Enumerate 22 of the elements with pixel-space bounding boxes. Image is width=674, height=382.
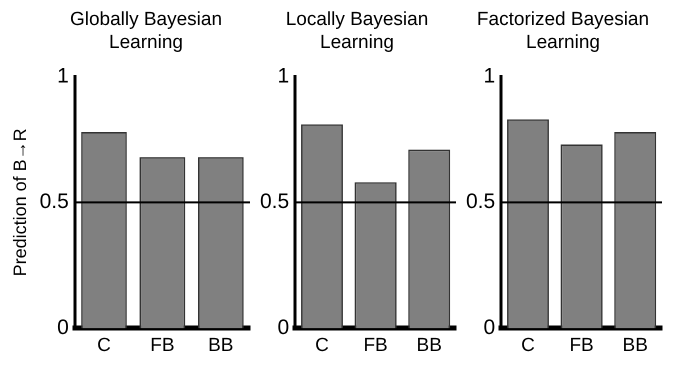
x-tick-label: FB [569, 334, 594, 356]
y-tick-label: 1 [278, 64, 290, 88]
chart-title: Globally Bayesian Learning [68, 8, 224, 55]
chart-title: Locally Bayesian Learning [284, 8, 430, 55]
x-tick-label: FB [150, 334, 175, 356]
chart-title: Factorized Bayesian Learning [476, 8, 650, 55]
x-tick-label: C [315, 334, 329, 356]
y-tick-label: 0 [278, 316, 290, 339]
y-tick-label: 1 [484, 64, 496, 88]
x-tick-label: C [97, 334, 111, 356]
y-tick-label: 0.5 [40, 190, 69, 214]
x-tick-label: BB [208, 334, 234, 356]
y-tick-label: 0 [484, 316, 496, 339]
y-tick-label: 0.5 [466, 190, 496, 214]
y-tick-label: 0 [57, 316, 69, 339]
y-tick-label: 1 [57, 64, 69, 88]
x-tick-label: C [521, 334, 535, 356]
y-axis-title: Prediction of B→R [10, 128, 30, 276]
x-tick-label: BB [622, 334, 648, 356]
x-tick-label: BB [416, 334, 442, 356]
y-tick-label: 0.5 [260, 190, 290, 214]
x-tick-label: FB [363, 334, 388, 356]
